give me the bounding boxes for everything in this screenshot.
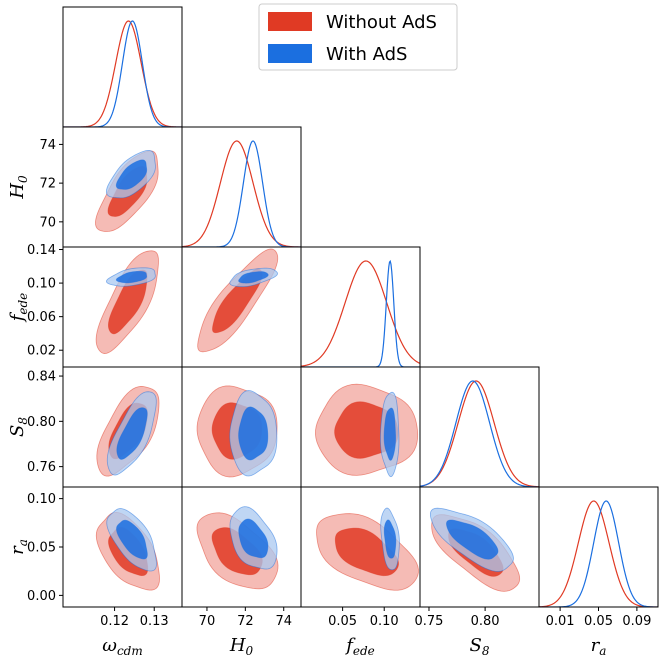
x-axis-label-omega_cdm: ωcdm [102, 635, 142, 658]
x-tick-label: 0.12 [100, 614, 129, 629]
y-tick-label: 72 [39, 177, 56, 192]
panel-frame [419, 366, 540, 488]
x-tick-label: 0.09 [622, 614, 651, 629]
x-axis-label-f_ede: fede [344, 635, 375, 658]
x-axis-label-r_a: ra [591, 635, 607, 658]
y-tick-label: 70 [39, 215, 56, 230]
panels: 70 72 74 H0 0.02 0.06 0.10 0.14 fede 0.76 0.80 0.84… [7, 6, 659, 658]
marginal-curve-without-ads [539, 500, 658, 607]
panel-f_ede [300, 246, 421, 368]
panel-omega_cdm-vs-H0: 70 72 74 H0 [7, 126, 183, 248]
contour-inner-with-ads [115, 159, 148, 190]
contour-inner-with-ads [383, 519, 397, 559]
x-tick-label: 0.75 [415, 614, 444, 629]
y-axis-label-S8: S8 [7, 417, 30, 437]
y-tick-label: 0.02 [27, 344, 56, 359]
panel-H0-vs-S8 [181, 366, 302, 488]
panel-H0-vs-r_a: 70 72 74 H0 [181, 486, 302, 658]
panel-omega_cdm-vs-f_ede: 0.02 0.06 0.10 0.14 fede [7, 243, 183, 368]
panel-r_a: 0.01 0.05 0.09 ra [538, 486, 659, 658]
legend-label-without-ads: Without AdS [326, 12, 437, 33]
marginal-curve-without-ads [420, 380, 539, 487]
x-tick-label: 74 [275, 614, 292, 629]
contour-inner-with-ads [238, 518, 269, 559]
contour-inner-with-ads [383, 407, 396, 461]
panel-f_ede-vs-S8 [300, 366, 421, 488]
x-axis-label-H0: H0 [229, 635, 254, 658]
contour-inner-with-ads [116, 407, 148, 460]
y-tick-label: 0.06 [27, 310, 56, 325]
y-tick-label: 0.80 [27, 415, 56, 430]
y-tick-label: 0.10 [27, 277, 56, 292]
contour-inner-with-ads [238, 406, 269, 461]
marginal-curve-without-ads [301, 260, 420, 367]
panel-H0-vs-f_ede [181, 246, 302, 368]
legend: Without AdS With AdS [258, 3, 458, 71]
y-axis-label-f_ede: fede [7, 293, 30, 324]
marginal-curve-with-ads [182, 140, 301, 247]
marginal-curve-with-ads [301, 259, 420, 367]
legend-swatch-with-ads [268, 44, 312, 63]
panel-omega_cdm-vs-S8: 0.76 0.80 0.84 S8 [7, 366, 183, 488]
panel-omega_cdm [62, 6, 183, 128]
panel-S8-vs-r_a: 0.75 0.80 S8 [415, 486, 540, 658]
x-axis-label-S8: S8 [470, 635, 490, 658]
y-tick-label: 74 [39, 138, 56, 153]
y-tick-label: 0.76 [27, 460, 56, 475]
x-tick-label: 0.13 [140, 614, 169, 629]
y-tick-label: 0.84 [27, 370, 56, 385]
contour-inner-with-ads [116, 519, 148, 560]
y-axis-label-H0: H0 [7, 175, 30, 200]
marginal-curve-with-ads [63, 20, 182, 127]
x-tick-label: 0.10 [370, 614, 399, 629]
contour-inner-with-ads [238, 271, 269, 284]
legend-swatch-without-ads [268, 12, 312, 31]
panel-f_ede-vs-r_a: 0.05 0.10 fede [300, 486, 421, 658]
x-tick-label: 72 [237, 614, 254, 629]
x-tick-label: 0.01 [546, 614, 575, 629]
panel-H0 [181, 126, 302, 248]
panel-S8 [419, 366, 540, 488]
marginal-curve-with-ads [539, 500, 658, 607]
legend-label-with-ads: With AdS [326, 44, 407, 65]
panel-frame [62, 6, 183, 128]
contour-inner-with-ads [446, 519, 499, 560]
x-tick-label: 0.80 [471, 614, 500, 629]
y-tick-label: 0.00 [27, 589, 56, 604]
y-axis-label-r_a: ra [7, 539, 30, 555]
x-tick-label: 0.05 [584, 614, 613, 629]
x-tick-label: 0.05 [328, 614, 357, 629]
panel-omega_cdm-vs-r_a: 0.00 0.05 0.10 ra 0.12 0.13 ωcdm [7, 486, 183, 658]
x-tick-label: 70 [199, 614, 216, 629]
y-tick-label: 0.05 [27, 541, 56, 556]
marginal-curve-without-ads [63, 20, 182, 127]
marginal-curve-without-ads [182, 140, 301, 247]
y-tick-label: 0.10 [27, 492, 56, 507]
y-tick-label: 0.14 [27, 243, 56, 258]
marginal-curve-with-ads [420, 380, 539, 487]
contour-inner-with-ads [115, 270, 148, 284]
